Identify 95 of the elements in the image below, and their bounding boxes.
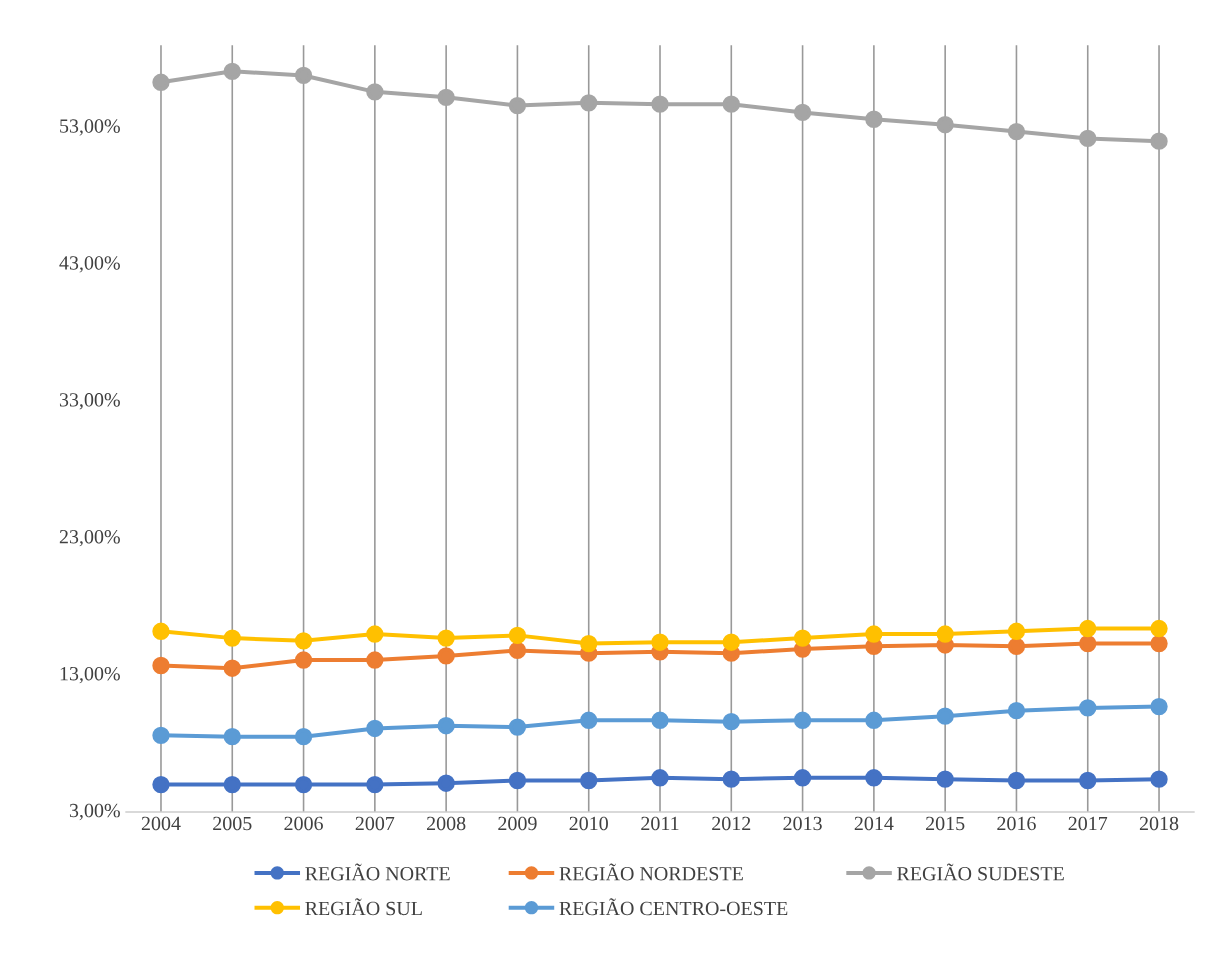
point (1007, 637, 1026, 656)
point (508, 641, 527, 660)
y-tick-label: 23,00% (59, 530, 120, 547)
legend-label: REGIÃO SUL (305, 898, 422, 916)
point (1079, 699, 1097, 717)
point (865, 711, 883, 730)
point (152, 726, 170, 745)
point (437, 774, 455, 793)
point (936, 625, 954, 643)
x-tick-label: 2017 (1068, 816, 1108, 831)
point (366, 776, 384, 794)
point (1150, 132, 1168, 150)
point (366, 719, 384, 738)
point (1150, 620, 1168, 638)
point (793, 103, 812, 122)
legend-label: REGIÃO SUDESTE (897, 863, 1064, 881)
x-tick-label: 2010 (569, 816, 608, 831)
point (580, 772, 598, 790)
x-tick-label: 2018 (1139, 816, 1179, 831)
point (865, 110, 883, 129)
point (1150, 698, 1168, 716)
x-tick-label: 2013 (783, 816, 822, 831)
point (580, 711, 598, 730)
y-tick-label: 13,00% (60, 667, 120, 684)
y-tick-label: 33,00% (59, 393, 120, 410)
point (366, 83, 384, 101)
x-tick-label: 2009 (498, 816, 537, 831)
point (722, 95, 740, 114)
point (437, 88, 455, 107)
point (366, 625, 384, 643)
point (294, 651, 313, 669)
x-tick-label: 2004 (141, 816, 181, 831)
point (1079, 129, 1097, 148)
y-tick-label: 3,00% (69, 803, 120, 821)
point (651, 95, 669, 114)
x-tick-label: 2011 (641, 816, 679, 831)
x-tick-label: 2012 (712, 816, 751, 831)
legend-label: REGIÃO NORTE (305, 863, 450, 881)
point (223, 62, 241, 81)
point (722, 770, 740, 788)
point (1007, 702, 1026, 720)
point (1150, 635, 1168, 653)
point (651, 633, 669, 652)
y-tick-label: 53,00% (60, 119, 120, 136)
point (152, 622, 170, 641)
point (223, 728, 241, 746)
point (1007, 123, 1026, 141)
point (294, 632, 313, 650)
point (152, 776, 170, 794)
point (651, 711, 669, 730)
point (294, 776, 313, 794)
point (508, 718, 527, 736)
legend-label: REGIÃO NORDESTE (559, 863, 743, 881)
point (223, 776, 241, 794)
point (793, 711, 812, 730)
point (223, 659, 241, 678)
point (294, 66, 313, 85)
point (152, 73, 170, 92)
point (865, 625, 883, 643)
point (508, 97, 527, 115)
point (223, 629, 241, 647)
point (437, 629, 455, 647)
legend-label: REGIÃO CENTRO-OESTE (559, 898, 788, 916)
point (437, 647, 455, 665)
point (366, 651, 384, 669)
point (152, 657, 170, 675)
point (936, 707, 954, 725)
point (793, 629, 812, 647)
x-tick-label: 2015 (926, 816, 965, 831)
x-tick-label: 2008 (427, 816, 466, 831)
point (294, 728, 313, 746)
point (865, 769, 883, 787)
point (651, 769, 669, 787)
point (580, 94, 598, 112)
x-tick-label: 2006 (284, 816, 323, 831)
point (1150, 770, 1168, 788)
point (1007, 622, 1026, 641)
point (1079, 620, 1097, 638)
x-tick-label: 2014 (854, 816, 894, 831)
point (1007, 772, 1026, 790)
point (1079, 772, 1097, 790)
point (722, 713, 740, 731)
point (580, 635, 598, 653)
point (936, 770, 954, 788)
point (722, 633, 740, 652)
point (936, 116, 954, 134)
x-tick-label: 2007 (355, 816, 395, 831)
point (793, 769, 812, 787)
x-tick-label: 2016 (997, 816, 1036, 831)
point (1079, 635, 1097, 653)
point (437, 717, 455, 735)
x-tick-label: 2005 (213, 816, 252, 831)
y-tick-label: 43,00% (59, 256, 120, 273)
point (508, 626, 527, 645)
point (508, 772, 527, 790)
